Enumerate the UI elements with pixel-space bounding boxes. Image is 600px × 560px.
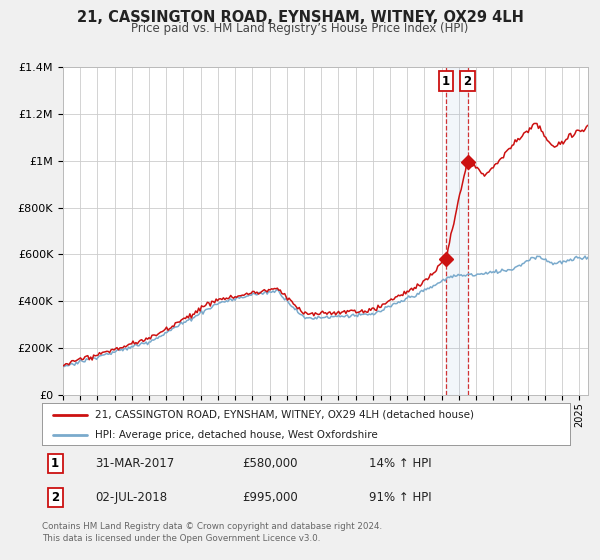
Bar	[446, 67, 467, 395]
Text: 14% ↑ HPI: 14% ↑ HPI	[370, 457, 432, 470]
Text: Price paid vs. HM Land Registry’s House Price Index (HPI): Price paid vs. HM Land Registry’s House …	[131, 22, 469, 35]
Text: 02-JUL-2018: 02-JUL-2018	[95, 491, 167, 504]
Text: Contains HM Land Registry data © Crown copyright and database right 2024.
This d: Contains HM Land Registry data © Crown c…	[42, 522, 382, 543]
Text: 21, CASSINGTON ROAD, EYNSHAM, WITNEY, OX29 4LH: 21, CASSINGTON ROAD, EYNSHAM, WITNEY, OX…	[77, 10, 523, 25]
Text: 91% ↑ HPI: 91% ↑ HPI	[370, 491, 432, 504]
Text: 21, CASSINGTON ROAD, EYNSHAM, WITNEY, OX29 4LH (detached house): 21, CASSINGTON ROAD, EYNSHAM, WITNEY, OX…	[95, 410, 474, 420]
Text: HPI: Average price, detached house, West Oxfordshire: HPI: Average price, detached house, West…	[95, 430, 377, 440]
Text: 1: 1	[51, 457, 59, 470]
Text: £995,000: £995,000	[242, 491, 298, 504]
Text: 1: 1	[442, 74, 450, 88]
Text: 2: 2	[51, 491, 59, 504]
Text: 2: 2	[463, 74, 472, 88]
Text: 31-MAR-2017: 31-MAR-2017	[95, 457, 174, 470]
Text: £580,000: £580,000	[242, 457, 298, 470]
